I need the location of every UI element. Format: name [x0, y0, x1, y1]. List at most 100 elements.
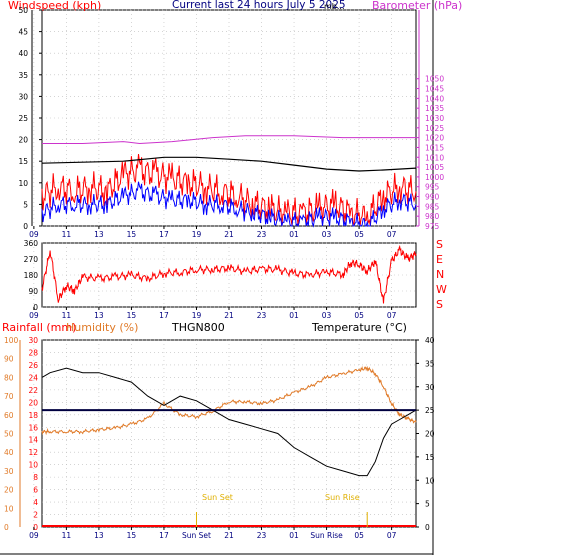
rainfall-axis-title: Rainfall (mm): [2, 321, 76, 334]
sunrise-label: Sun Rise: [325, 493, 360, 502]
barometer-y-tick-label: 1025: [425, 124, 444, 133]
rainfall-y-tick-label: 12: [28, 448, 38, 457]
wind-y-tick-label: 50: [18, 6, 28, 15]
rainfall-y-tick-label: 2: [33, 511, 38, 520]
temperature-axis-title: Temperature (°C): [311, 321, 407, 334]
humidity-y-tick-label: 30: [4, 467, 14, 476]
wind-x-tick-label: 23: [257, 230, 267, 239]
sensor-label: THGN800: [171, 321, 225, 334]
wind-x-tick-label: 13: [94, 230, 104, 239]
rainfall-y-tick-label: 30: [28, 336, 38, 345]
windspeed-series-line: [41, 154, 417, 227]
temp-x-tick-label: 05: [354, 531, 364, 540]
compass-label: S: [436, 298, 443, 311]
wind-y-tick-label: 15: [18, 157, 28, 166]
humidity-y-tick-label: 10: [4, 504, 14, 513]
direction-x-tick-label: 03: [322, 311, 332, 320]
wind-y-tick-label: 25: [18, 114, 28, 123]
barometer-y-tick-label: 1035: [425, 104, 444, 113]
direction-x-tick-label: 17: [159, 311, 169, 320]
temp-x-tick-label: 13: [94, 531, 104, 540]
temp-x-tick-label: 15: [127, 531, 137, 540]
rainfall-y-tick-label: 26: [28, 361, 38, 370]
direction-y-tick-label: 90: [28, 287, 38, 296]
barometer-y-tick-label: 1030: [425, 114, 444, 123]
wind-x-tick-label: 19: [192, 230, 202, 239]
rainfall-y-tick-label: 16: [28, 423, 38, 432]
direction-y-tick-label: 270: [24, 255, 39, 264]
direction-x-tick-label: 19: [192, 311, 202, 320]
direction-x-tick-label: 07: [387, 311, 397, 320]
temp-x-tick-label: 11: [62, 531, 72, 540]
wind-x-tick-label: 17: [159, 230, 169, 239]
humidity-y-tick-label: 80: [4, 373, 14, 382]
humidity-series-line: [41, 365, 417, 436]
windspeed-axis-title: Windspeed (kph): [8, 0, 101, 12]
rainfall-y-tick-label: 24: [28, 373, 38, 382]
direction-x-tick-label: 11: [62, 311, 72, 320]
temperature-y-tick-label: 20: [425, 430, 435, 439]
wind-average-series-line: [41, 181, 417, 228]
compass-label: S: [436, 238, 443, 251]
rainfall-y-tick-label: 0: [33, 523, 38, 532]
direction-x-tick-label: 21: [224, 311, 234, 320]
chart-marks: 0510152025303540455097598098599099510001…: [4, 6, 447, 540]
direction-y-tick-label: 0: [33, 303, 38, 312]
rainfall-y-tick-label: 8: [33, 473, 38, 482]
barometer-y-tick-label: 985: [425, 202, 440, 211]
direction-x-tick-label: 01: [289, 311, 299, 320]
direction-x-tick-label: 05: [354, 311, 364, 320]
humidity-y-tick-label: 40: [4, 448, 14, 457]
compass-label: W: [436, 283, 447, 296]
temperature-series-line: [41, 367, 417, 477]
humidity-y-tick-label: 20: [4, 486, 14, 495]
wind-x-tick-label: 01: [289, 230, 299, 239]
direction-y-tick-label: 180: [24, 271, 39, 280]
wind-x-tick-label: 07: [387, 230, 397, 239]
barometer-y-tick-label: 1045: [425, 85, 444, 94]
sunset-label: Sun Set: [202, 493, 233, 502]
humidity-y-tick-label: 70: [4, 392, 14, 401]
temperature-y-tick-label: 35: [425, 359, 435, 368]
barometer-y-tick-label: 980: [425, 212, 440, 221]
wind-y-tick-label: 5: [23, 200, 28, 209]
direction-x-tick-label: 09: [29, 311, 39, 320]
temperature-y-tick-label: 5: [425, 500, 430, 509]
direction-x-tick-label: 13: [94, 311, 104, 320]
barometer-series-line: [42, 135, 416, 145]
wind-y-tick-label: 30: [18, 92, 28, 101]
wind-y-tick-label: 0: [23, 222, 28, 231]
outdoor-trend-series-line: [41, 156, 417, 172]
wind-direction-series-line: [41, 244, 417, 304]
temp-x-tick-label: 07: [387, 531, 397, 540]
rainfall-y-tick-label: 28: [28, 348, 38, 357]
barometer-y-tick-label: 1050: [425, 75, 444, 84]
barometer-y-tick-label: 1015: [425, 143, 444, 152]
wind-x-tick-label: 09: [29, 230, 39, 239]
wind-y-tick-label: 40: [18, 49, 28, 58]
wind-y-tick-label: 35: [18, 71, 28, 80]
temp-x-tick-label: 17: [159, 531, 169, 540]
temp-x-tick-label: Sun Set: [182, 531, 211, 540]
rainfall-y-tick-label: 6: [33, 486, 38, 495]
temperature-y-tick-label: 10: [425, 476, 435, 485]
humidity-axis-title: Humidity (%): [66, 321, 138, 334]
wind-x-tick-label: 21: [224, 230, 234, 239]
wind-x-tick-label: 03: [322, 230, 332, 239]
rainfall-y-tick-label: 10: [28, 461, 38, 470]
barometer-y-tick-label: 1010: [425, 153, 444, 162]
rainfall-y-tick-label: 22: [28, 386, 38, 395]
temp-x-tick-label: Sun Rise: [310, 531, 343, 540]
temperature-y-tick-label: 40: [425, 336, 435, 345]
wind-y-tick-label: 45: [18, 28, 28, 37]
rainfall-y-tick-label: 20: [28, 398, 38, 407]
barometer-y-tick-label: 1000: [425, 173, 444, 182]
humidity-y-tick-label: 60: [4, 411, 14, 420]
wind-x-tick-label: 15: [127, 230, 137, 239]
chart-title-suffix: mb...: [324, 2, 345, 11]
rainfall-y-tick-label: 4: [33, 498, 38, 507]
barometer-y-tick-label: 1020: [425, 134, 444, 143]
barometer-y-tick-label: 1005: [425, 163, 444, 172]
